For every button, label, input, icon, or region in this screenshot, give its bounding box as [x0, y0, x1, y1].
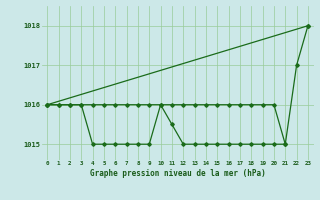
X-axis label: Graphe pression niveau de la mer (hPa): Graphe pression niveau de la mer (hPa)	[90, 169, 266, 178]
